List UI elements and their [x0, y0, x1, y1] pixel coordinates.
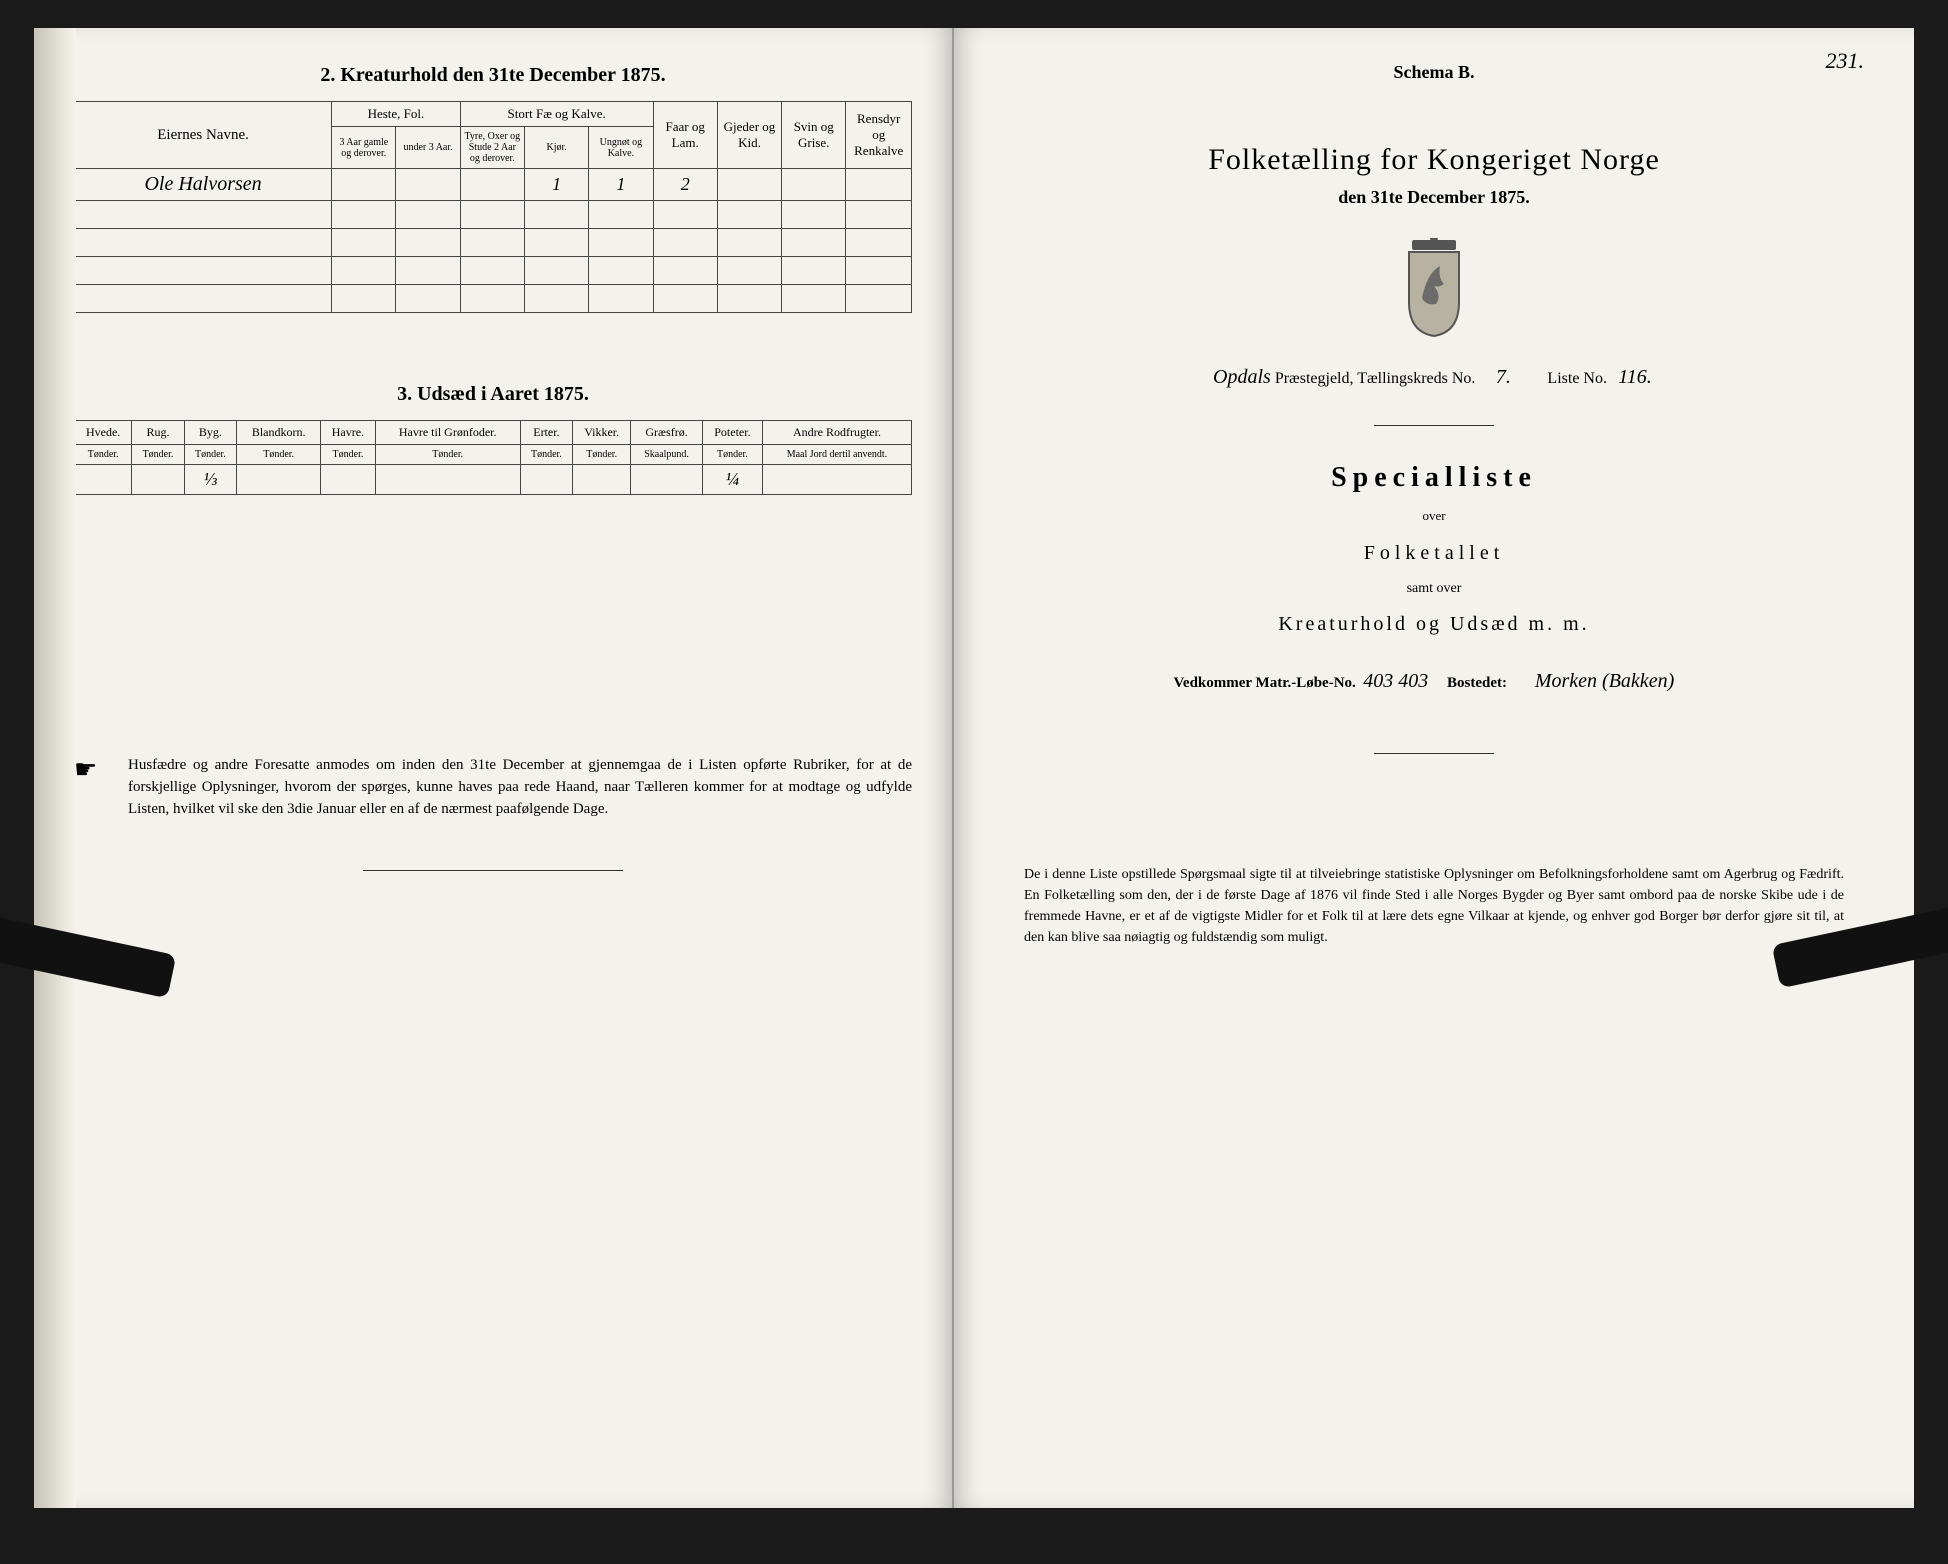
col-erter: Erter.: [520, 421, 572, 445]
sub: Tønder.: [375, 445, 520, 465]
col-stort-a: Tyre, Oxer og Stude 2 Aar og derover.: [460, 127, 524, 169]
left-footnote-block: ☛ Husfædre og andre Foresatte anmodes om…: [74, 755, 912, 820]
cell-owner: Ole Halvorsen: [75, 169, 332, 201]
col-rug: Rug.: [132, 421, 184, 445]
matr-no: 403 403: [1363, 670, 1428, 693]
sub: Tønder.: [573, 445, 631, 465]
bostedet-value: Morken (Bakken): [1515, 670, 1695, 693]
samt-label: samt over: [994, 581, 1874, 597]
col-heste-group: Heste, Fol.: [332, 102, 461, 127]
cell: [717, 169, 781, 201]
folketallet-label: Folketallet: [994, 542, 1874, 565]
over-label: over: [994, 508, 1874, 524]
district-line: Opdals Præstegjeld, Tællingskreds No. 7.…: [994, 366, 1874, 389]
table-row: [75, 201, 912, 229]
spine-shadow: [34, 28, 76, 1508]
col-byg: Byg.: [184, 421, 236, 445]
col-stort-group: Stort Fæ og Kalve.: [460, 102, 653, 127]
rule: [1374, 753, 1494, 754]
kreds-no: 7.: [1483, 366, 1523, 389]
col-hvede: Hvede.: [75, 421, 132, 445]
sub: Skaalpund.: [631, 445, 703, 465]
cell: [762, 465, 911, 495]
col-svin: Svin og Grise.: [782, 102, 846, 169]
udsed-table: Hvede. Rug. Byg. Blandkorn. Havre. Havre…: [74, 420, 912, 495]
cell-faar: 2: [653, 169, 717, 201]
table-row: Ole Halvorsen 1 1 2: [75, 169, 912, 201]
liste-no: 116.: [1615, 366, 1655, 389]
cell: [573, 465, 631, 495]
col-havregron: Havre til Grønfoder.: [375, 421, 520, 445]
col-faar: Faar og Lam.: [653, 102, 717, 169]
table-row: [75, 285, 912, 313]
col-havre: Havre.: [321, 421, 376, 445]
page-number: 231.: [1826, 48, 1865, 74]
sub: Maal Jord dertil anvendt.: [762, 445, 911, 465]
kreaturhold-table: Eiernes Navne. Heste, Fol. Stort Fæ og K…: [74, 101, 912, 313]
col-stort-c: Ungnøt og Kalve.: [589, 127, 653, 169]
cell: [396, 169, 460, 201]
matr-line: Vedkommer Matr.-Løbe-No. 403 403 Bostede…: [994, 670, 1874, 693]
col-heste-b: under 3 Aar.: [396, 127, 460, 169]
sub: Tønder.: [321, 445, 376, 465]
sub: Tønder.: [702, 445, 762, 465]
cell: [375, 465, 520, 495]
cell: [132, 465, 184, 495]
matr-label: Vedkommer Matr.-Løbe-No.: [1173, 675, 1355, 691]
cell: [631, 465, 703, 495]
district-name: Opdals: [1213, 366, 1271, 389]
col-andre: Andre Rodfrugter.: [762, 421, 911, 445]
schema-label: Schema B.: [994, 62, 1874, 83]
col-rensdyr: Rensdyr og Renkalve: [846, 102, 912, 169]
pointing-hand-icon: ☛: [74, 755, 114, 820]
holder-clip-icon: [0, 914, 176, 999]
col-vikker: Vikker.: [573, 421, 631, 445]
cell-poteter: ¼: [702, 465, 762, 495]
right-footnote: De i denne Liste opstillede Spørgsmaal s…: [1024, 864, 1844, 948]
left-page: 2. Kreaturhold den 31te December 1875. E…: [34, 28, 954, 1508]
cell: [75, 465, 132, 495]
col-blandkorn: Blandkorn.: [237, 421, 321, 445]
rule: [363, 870, 623, 871]
cell: [782, 169, 846, 201]
cell-ungnot: 1: [589, 169, 653, 201]
cell: [321, 465, 376, 495]
table-row: [75, 257, 912, 285]
cell: [460, 169, 524, 201]
sub: Tønder.: [237, 445, 321, 465]
bostedet-label: Bostedet:: [1447, 675, 1507, 691]
sub: Tønder.: [132, 445, 184, 465]
cell: [520, 465, 572, 495]
section2-title: 2. Kreaturhold den 31te December 1875.: [74, 64, 912, 87]
cell-byg: ⅓: [184, 465, 236, 495]
sub: Tønder.: [520, 445, 572, 465]
district-suffix: Præstegjeld, Tællingskreds No.: [1275, 370, 1476, 387]
table-row: [75, 229, 912, 257]
right-page: 231. Schema B. Folketælling for Kongerig…: [954, 28, 1914, 1508]
rule: [1374, 425, 1494, 426]
col-stort-b: Kjør.: [524, 127, 588, 169]
col-owner: Eiernes Navne.: [75, 102, 332, 169]
sub: Tønder.: [75, 445, 132, 465]
specialliste-title: Specialliste: [994, 462, 1874, 494]
cell: [237, 465, 321, 495]
left-footnote: Husfædre og andre Foresatte anmodes om i…: [128, 755, 912, 820]
table-row: ⅓ ¼: [75, 465, 912, 495]
liste-label: Liste No.: [1547, 370, 1607, 387]
col-poteter: Poteter.: [702, 421, 762, 445]
book-spread: 2. Kreaturhold den 31te December 1875. E…: [34, 28, 1914, 1508]
coat-of-arms-icon: [1394, 238, 1474, 338]
cell: [332, 169, 396, 201]
col-graesfro: Græsfrø.: [631, 421, 703, 445]
cell-kjor: 1: [524, 169, 588, 201]
kreatur-label: Kreaturhold og Udsæd m. m.: [994, 613, 1874, 636]
col-heste-a: 3 Aar gamle og derover.: [332, 127, 396, 169]
col-gjeder: Gjeder og Kid.: [717, 102, 781, 169]
section3-title: 3. Udsæd i Aaret 1875.: [74, 383, 912, 406]
cell: [846, 169, 912, 201]
census-title: Folketælling for Kongeriget Norge: [994, 143, 1874, 177]
sub: Tønder.: [184, 445, 236, 465]
census-date: den 31te December 1875.: [994, 187, 1874, 208]
